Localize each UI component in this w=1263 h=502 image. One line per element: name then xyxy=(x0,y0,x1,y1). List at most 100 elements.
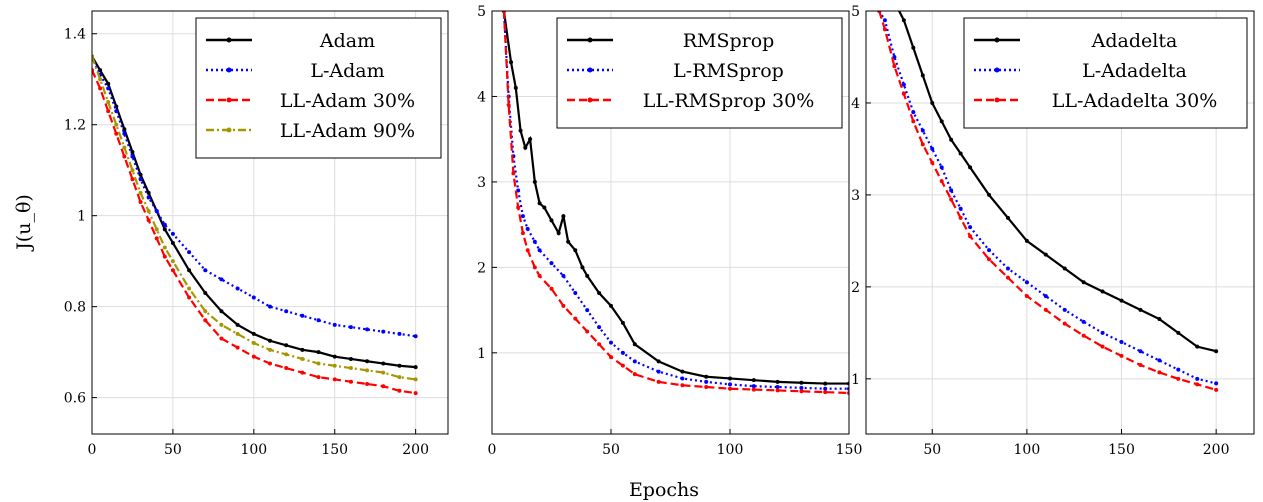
data-point-l-rmsprop xyxy=(751,384,756,389)
data-point-l-rmsprop xyxy=(597,325,602,330)
data-point-ll-adadelta-30 xyxy=(1100,344,1105,349)
data-point-ll-rmsprop-30 xyxy=(511,171,516,176)
data-point-l-rmsprop xyxy=(823,386,828,391)
data-point-rmsprop xyxy=(597,291,602,295)
data-point-ll-adadelta-30 xyxy=(949,197,954,202)
data-point-ll-adam-90 xyxy=(122,145,127,150)
data-point-ll-adam-30 xyxy=(219,336,224,341)
data-point-l-adam xyxy=(413,334,418,339)
data-point-ll-adam-30 xyxy=(203,318,208,323)
data-point-adadelta xyxy=(1062,266,1067,271)
data-point-rmsprop xyxy=(542,205,547,210)
data-point-adadelta xyxy=(930,100,935,105)
data-point-ll-adam-90 xyxy=(187,286,192,291)
data-point-adam xyxy=(332,354,337,359)
data-point-ll-rmsprop-30 xyxy=(775,388,780,393)
data-point-adadelta xyxy=(1024,238,1029,243)
data-point-rmsprop xyxy=(823,381,828,386)
data-point-ll-rmsprop-30 xyxy=(680,383,685,388)
data-point-ll-adam-30 xyxy=(332,377,337,382)
plot-frame xyxy=(491,10,850,435)
data-point-adam xyxy=(235,322,240,327)
series-line-ll-adam-30 xyxy=(92,69,416,395)
data-point-ll-rmsprop-30 xyxy=(561,303,566,308)
data-point-adam xyxy=(203,291,208,295)
data-point-adam xyxy=(162,227,167,232)
data-point-l-adadelta xyxy=(1005,266,1010,271)
data-point-ll-adam-90 xyxy=(170,259,175,264)
data-point-adadelta xyxy=(1100,289,1105,294)
data-point-adam xyxy=(300,347,305,352)
data-point-ll-adam-30 xyxy=(397,388,402,393)
data-point-ll-adadelta-30 xyxy=(968,234,973,239)
data-point-l-adam xyxy=(138,177,143,182)
data-point-ll-adam-90 xyxy=(203,309,208,314)
data-point-ll-rmsprop-30 xyxy=(823,390,828,395)
data-point-rmsprop xyxy=(585,273,590,278)
data-point-l-adadelta xyxy=(1157,358,1162,363)
data-point-ll-adadelta-30 xyxy=(939,179,944,184)
data-point-rmsprop xyxy=(532,179,537,184)
data-point-l-rmsprop xyxy=(704,379,709,384)
data-point-adam xyxy=(146,190,151,195)
data-point-ll-adam-30 xyxy=(187,295,192,300)
legend-box xyxy=(963,17,1248,129)
data-point-rmsprop xyxy=(632,342,637,347)
data-point-ll-rmsprop-30 xyxy=(549,286,554,291)
x-tick-label: 200 xyxy=(1203,442,1230,458)
data-point-ll-rmsprop-30 xyxy=(585,329,590,334)
data-point-ll-adam-90 xyxy=(106,99,111,104)
data-point-rmsprop xyxy=(528,137,533,142)
data-point-l-rmsprop xyxy=(549,261,554,266)
x-tick-label: 50 xyxy=(602,442,620,458)
data-point-ll-adam-30 xyxy=(162,254,167,259)
data-point-rmsprop xyxy=(580,265,585,270)
legend-marker xyxy=(226,67,232,73)
data-point-l-rmsprop xyxy=(585,308,590,313)
y-tick-label: 4 xyxy=(851,96,860,112)
data-point-ll-adam-30 xyxy=(413,391,418,396)
chart-adam: 0 50 100 150 200 0.6 0.8 1 1.2 1.4 Adam L-Adam LL-Ad… xyxy=(64,10,449,458)
data-point-adadelta xyxy=(939,119,944,124)
data-point-l-rmsprop xyxy=(525,226,530,231)
data-point-adadelta xyxy=(1005,215,1010,220)
legend-marker xyxy=(587,67,593,73)
data-point-ll-adadelta-30 xyxy=(1024,294,1029,299)
data-point-l-rmsprop xyxy=(561,273,566,278)
data-point-ll-adam-90 xyxy=(268,347,272,352)
data-point-ll-adam-30 xyxy=(300,370,305,375)
data-point-l-adadelta xyxy=(939,165,944,170)
data-point-ll-adadelta-30 xyxy=(958,215,963,220)
data-point-ll-adam-90 xyxy=(316,361,321,366)
data-point-ll-adam-90 xyxy=(98,77,103,82)
data-point-l-adam xyxy=(332,322,337,327)
data-point-adadelta xyxy=(892,0,896,4)
data-point-ll-adam-30 xyxy=(170,268,175,273)
x-axis-label: Epochs xyxy=(629,479,699,501)
data-point-rmsprop xyxy=(556,231,561,236)
data-point-l-adam xyxy=(154,209,159,214)
data-point-ll-adam-90 xyxy=(114,122,119,127)
data-point-adam xyxy=(365,359,370,364)
x-tick-label: 100 xyxy=(240,442,267,458)
data-point-rmsprop xyxy=(518,128,523,133)
x-tick-label: 0 xyxy=(88,442,97,458)
plot-frame xyxy=(91,10,449,435)
data-point-l-adam xyxy=(130,154,135,159)
legend-label-ll-adam-90: LL-Adam 90% xyxy=(280,120,415,142)
legend: RMSprop L-RMSprop LL-RMSprop 30% xyxy=(556,17,843,129)
data-point-ll-rmsprop-30 xyxy=(516,205,521,210)
data-point-adadelta xyxy=(1119,298,1124,303)
data-point-ll-adadelta-30 xyxy=(1081,333,1086,338)
data-point-ll-rmsprop-30 xyxy=(656,379,661,384)
data-point-l-adadelta xyxy=(911,110,916,115)
data-point-ll-rmsprop-30 xyxy=(525,248,530,253)
y-tick-label: 0.8 xyxy=(64,300,86,316)
data-point-ll-adam-30 xyxy=(98,86,103,91)
x-tick-label: 150 xyxy=(836,442,863,458)
data-point-ll-rmsprop-30 xyxy=(704,385,709,389)
data-point-ll-adam-90 xyxy=(235,331,240,336)
y-axis-label: J(u_θ) xyxy=(13,194,35,252)
y-tick-label: 1 xyxy=(477,346,486,362)
